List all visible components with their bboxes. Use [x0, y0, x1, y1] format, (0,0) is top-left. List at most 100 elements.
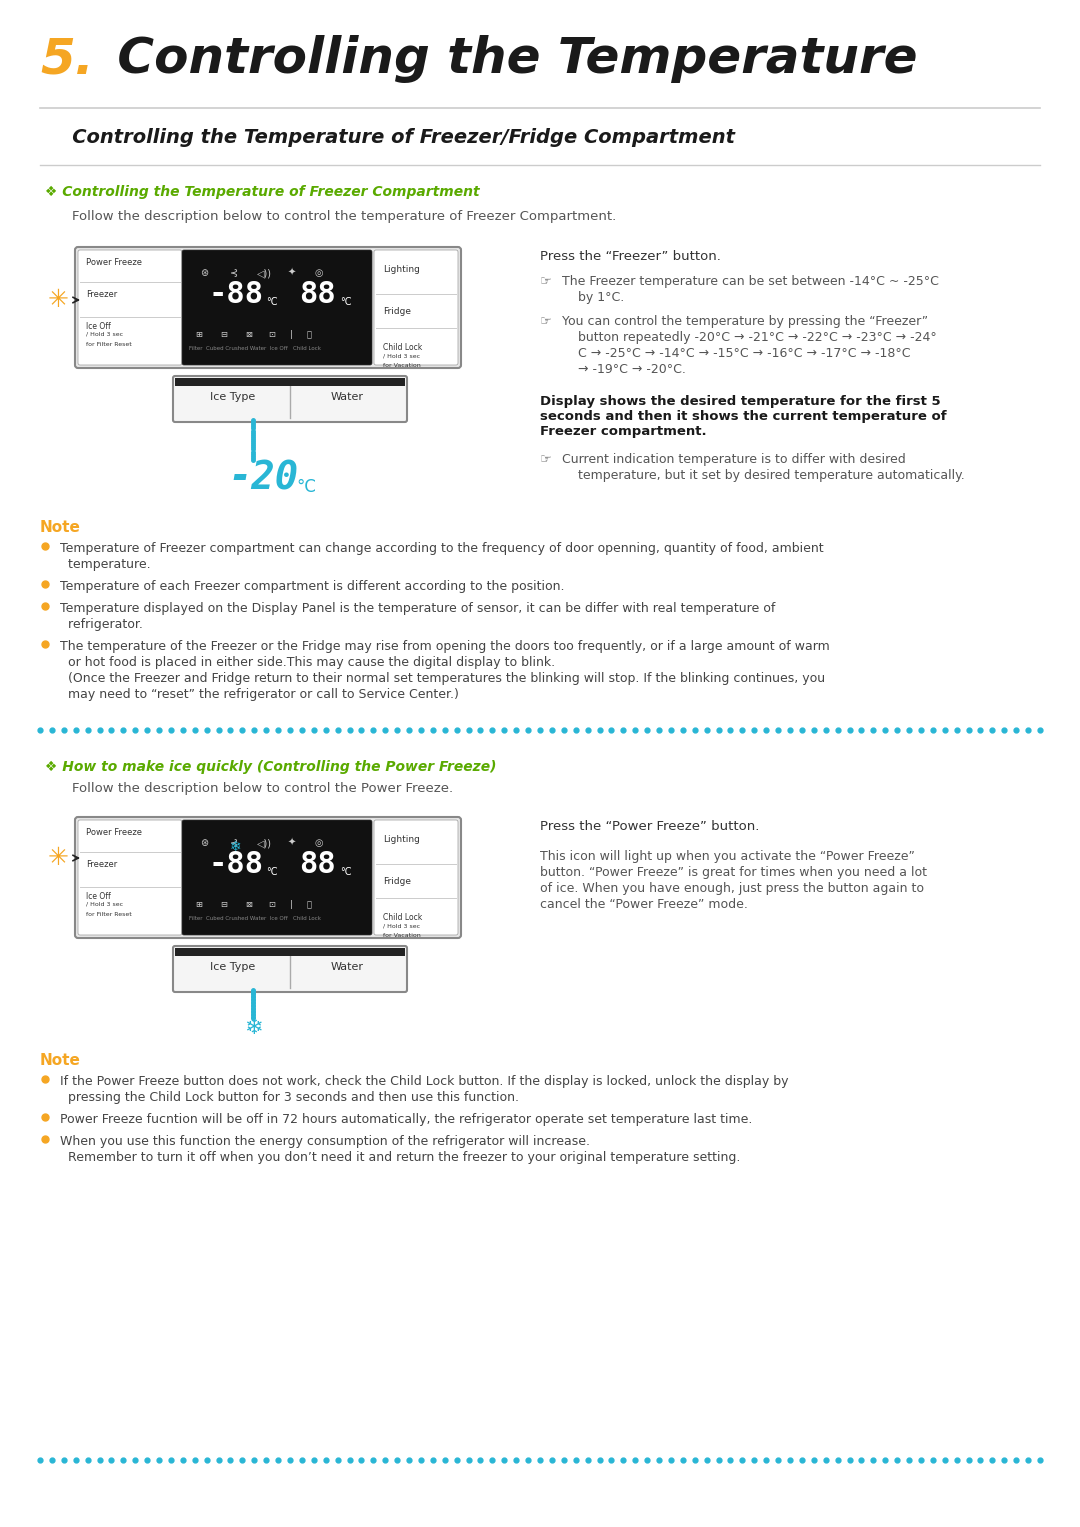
Text: Power Freeze: Power Freeze [86, 258, 141, 267]
Text: ◁)): ◁)) [257, 269, 271, 278]
FancyBboxPatch shape [78, 820, 183, 935]
Text: Ice Off: Ice Off [86, 892, 111, 901]
Text: Display shows the desired temperature for the first 5
seconds and then it shows : Display shows the desired temperature fo… [540, 395, 947, 438]
Text: temperature.: temperature. [60, 557, 150, 571]
Text: ◁)): ◁)) [257, 838, 271, 847]
Text: Water: Water [330, 392, 364, 402]
Text: ◎: ◎ [314, 838, 323, 847]
Text: 88: 88 [299, 279, 336, 308]
Text: may need to “reset” the refrigerator or call to Service Center.): may need to “reset” the refrigerator or … [60, 689, 459, 701]
Text: → -19°C → -20°C.: → -19°C → -20°C. [562, 363, 686, 376]
Text: / Hold 3 sec: / Hold 3 sec [86, 902, 123, 907]
Text: Child Lock: Child Lock [383, 344, 422, 353]
Text: ☞: ☞ [540, 454, 552, 466]
Text: ❄: ❄ [230, 840, 242, 854]
Text: This icon will light up when you activate the “Power Freeze”: This icon will light up when you activat… [540, 851, 915, 863]
Text: -88: -88 [208, 279, 264, 308]
Text: refrigerator.: refrigerator. [60, 618, 143, 631]
Text: °C: °C [266, 867, 278, 876]
Text: C → -25°C → -14°C → -15°C → -16°C → -17°C → -18°C: C → -25°C → -14°C → -15°C → -16°C → -17°… [562, 347, 910, 360]
Text: ⊟: ⊟ [220, 899, 228, 909]
Text: ⊞: ⊞ [195, 330, 203, 339]
Text: You can control the temperature by pressing the “Freezer”: You can control the temperature by press… [562, 315, 928, 328]
Text: Controlling the Temperature of Freezer/Fridge Compartment: Controlling the Temperature of Freezer/F… [52, 128, 735, 147]
Text: Follow the description below to control the Power Freeze.: Follow the description below to control … [55, 782, 454, 796]
Text: ⊠: ⊠ [245, 330, 253, 339]
Text: °C: °C [340, 867, 351, 876]
Text: Controlling the Temperature: Controlling the Temperature [100, 35, 918, 82]
Text: by 1°C.: by 1°C. [562, 292, 624, 304]
Text: ✦: ✦ [288, 838, 296, 847]
Text: ☞: ☞ [540, 315, 552, 328]
Text: Filter  Cubed Crushed Water  Ice Off   Child Lock: Filter Cubed Crushed Water Ice Off Child… [189, 347, 321, 351]
Text: When you use this function the energy consumption of the refrigerator will incre: When you use this function the energy co… [60, 1135, 590, 1148]
Text: Fridge: Fridge [383, 307, 411, 316]
Text: Temperature displayed on the Display Panel is the temperature of sensor, it can : Temperature displayed on the Display Pan… [60, 602, 775, 615]
Text: ⊠: ⊠ [245, 899, 253, 909]
Text: ⊟: ⊟ [220, 330, 228, 339]
Bar [175, 948, 405, 956]
Text: ✳: ✳ [48, 289, 68, 312]
Text: Press the “Power Freeze” button.: Press the “Power Freeze” button. [540, 820, 759, 834]
Text: Note: Note [40, 521, 81, 534]
Text: ⊞: ⊞ [195, 899, 203, 909]
Text: ◎: ◎ [314, 269, 323, 278]
Text: Remember to turn it off when you don’t need it and return the freezer to your or: Remember to turn it off when you don’t n… [60, 1151, 741, 1164]
Text: ☞: ☞ [540, 275, 552, 289]
FancyBboxPatch shape [75, 247, 461, 368]
Text: (Once the Freezer and Fridge return to their normal set temperatures the blinkin: (Once the Freezer and Fridge return to t… [60, 672, 825, 686]
Text: for Filter Reset: for Filter Reset [86, 912, 132, 918]
Text: 5.: 5. [40, 35, 94, 82]
FancyBboxPatch shape [173, 947, 407, 993]
FancyBboxPatch shape [183, 820, 372, 935]
Text: / Hold 3 sec: / Hold 3 sec [383, 353, 420, 357]
Text: Child Lock: Child Lock [383, 913, 422, 922]
Text: -20: -20 [228, 460, 298, 498]
Text: Follow the description below to control the temperature of Freezer Compartment.: Follow the description below to control … [55, 211, 617, 223]
Text: ❖ Controlling the Temperature of Freezer Compartment: ❖ Controlling the Temperature of Freezer… [40, 185, 480, 199]
FancyBboxPatch shape [374, 250, 458, 365]
Text: button. “Power Freeze” is great for times when you need a lot: button. “Power Freeze” is great for time… [540, 866, 927, 880]
Text: cancel the “Power Freeze” mode.: cancel the “Power Freeze” mode. [540, 898, 747, 912]
Text: ⊰: ⊰ [230, 269, 238, 278]
Text: Press the “Freezer” button.: Press the “Freezer” button. [540, 250, 720, 263]
Bar [175, 379, 405, 386]
Text: °C: °C [266, 296, 278, 307]
Text: 🔒: 🔒 [307, 330, 311, 339]
Text: Lighting: Lighting [383, 835, 420, 844]
Text: Ice Off: Ice Off [86, 322, 111, 331]
Text: for Vacation: for Vacation [383, 933, 421, 938]
Text: If the Power Freeze button does not work, check the Child Lock button. If the di: If the Power Freeze button does not work… [60, 1075, 788, 1089]
Text: Power Freeze: Power Freeze [86, 828, 141, 837]
Text: ❖ How to make ice quickly (Controlling the Power Freeze): ❖ How to make ice quickly (Controlling t… [40, 760, 497, 774]
Text: Temperature of each Freezer compartment is different according to the position.: Temperature of each Freezer compartment … [60, 580, 565, 592]
Text: ✦: ✦ [288, 269, 296, 278]
Text: Freezer: Freezer [86, 290, 118, 299]
FancyBboxPatch shape [374, 820, 458, 935]
Text: Fridge: Fridge [383, 876, 411, 886]
Text: temperature, but it set by desired temperature automatically.: temperature, but it set by desired tempe… [562, 469, 964, 483]
Text: / Hold 3 sec: / Hold 3 sec [86, 331, 123, 337]
FancyBboxPatch shape [183, 250, 372, 365]
Text: ⊡: ⊡ [269, 899, 275, 909]
Text: ⊡: ⊡ [269, 330, 275, 339]
Text: ⊛: ⊛ [200, 838, 208, 847]
Text: -88: -88 [208, 851, 264, 880]
Text: or hot food is placed in either side.This may cause the digital display to blink: or hot food is placed in either side.Thi… [60, 657, 555, 669]
FancyBboxPatch shape [173, 376, 407, 421]
Text: |: | [285, 899, 293, 909]
Text: Filter  Cubed Crushed Water  Ice Off   Child Lock: Filter Cubed Crushed Water Ice Off Child… [189, 916, 321, 921]
Text: Ice Type: Ice Type [210, 392, 255, 402]
Text: |: | [285, 330, 293, 339]
Text: Lighting: Lighting [383, 266, 420, 273]
Text: ✳: ✳ [48, 846, 68, 870]
Text: Temperature of Freezer compartment can change according to the frequency of door: Temperature of Freezer compartment can c… [60, 542, 824, 554]
Text: °C: °C [340, 296, 351, 307]
Text: °C: °C [296, 478, 315, 496]
Text: / Hold 3 sec: / Hold 3 sec [383, 922, 420, 928]
Text: The temperature of the Freezer or the Fridge may rise from opening the doors too: The temperature of the Freezer or the Fr… [60, 640, 829, 654]
FancyBboxPatch shape [78, 250, 183, 365]
Text: Water: Water [330, 962, 364, 973]
Text: ⊛: ⊛ [200, 269, 208, 278]
Text: Note: Note [40, 1054, 81, 1067]
